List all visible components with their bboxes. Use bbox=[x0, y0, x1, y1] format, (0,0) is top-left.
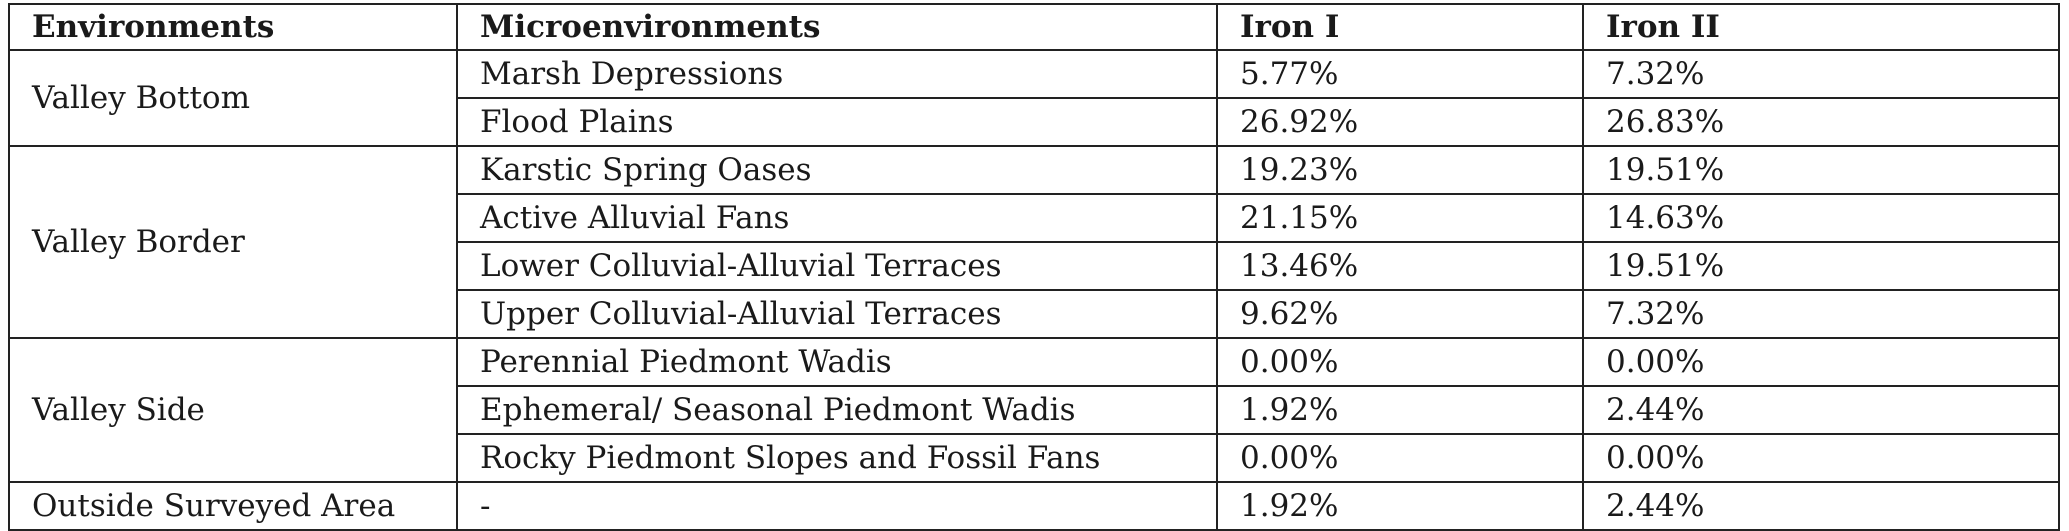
microenvironment-cell: - bbox=[456, 481, 1218, 531]
microenvironment-cell: Lower Colluvial-Alluvial Terraces bbox=[456, 241, 1218, 291]
table-row: Rocky Piedmont Slopes and Fossil Fans 0.… bbox=[9, 433, 2060, 483]
environment-cell: Valley Side bbox=[8, 337, 458, 483]
environment-cell: Outside Surveyed Area bbox=[8, 481, 458, 531]
microenvironment-cell: Flood Plains bbox=[456, 97, 1218, 147]
table-row: Valley Bottom Marsh Depressions 5.77% 7.… bbox=[8, 49, 2060, 147]
microenvironment-cell: Active Alluvial Fans bbox=[456, 193, 1218, 243]
iron-i-cell: 0.00% bbox=[1216, 337, 1584, 387]
iron-i-cell: 9.62% bbox=[1216, 289, 1584, 339]
table-row: Valley Border Karstic Spring Oases 19.23… bbox=[8, 145, 2060, 339]
iron-i-cell: 13.46% bbox=[1216, 241, 1584, 291]
table-row: Upper Colluvial-Alluvial Terraces 9.62% … bbox=[9, 289, 2060, 339]
iron-ii-cell: 26.83% bbox=[1582, 97, 2060, 147]
iron-i-cell: 19.23% bbox=[1216, 145, 1584, 195]
table-row: Active Alluvial Fans 21.15% 14.63% bbox=[9, 193, 2060, 243]
iron-i-cell: 5.77% bbox=[1216, 49, 1584, 99]
iron-i-cell: 21.15% bbox=[1216, 193, 1584, 243]
microenvironment-cell: Upper Colluvial-Alluvial Terraces bbox=[456, 289, 1218, 339]
iron-ii-cell: 19.51% bbox=[1582, 145, 2060, 195]
iron-i-cell: 1.92% bbox=[1216, 385, 1584, 435]
header-microenvironments: Microenvironments bbox=[456, 3, 1218, 51]
microenvironment-cell: Ephemeral/ Seasonal Piedmont Wadis bbox=[456, 385, 1218, 435]
microenvironment-cell: Rocky Piedmont Slopes and Fossil Fans bbox=[456, 433, 1218, 483]
iron-ii-cell: 14.63% bbox=[1582, 193, 2060, 243]
microenvironment-cell: Karstic Spring Oases bbox=[456, 145, 1218, 195]
iron-ii-cell: 7.32% bbox=[1582, 49, 2060, 99]
environments-table: Environments Microenvironments Iron I Ir… bbox=[8, 3, 2060, 531]
table-row: Ephemeral/ Seasonal Piedmont Wadis 1.92%… bbox=[9, 385, 2060, 435]
header-iron-i: Iron I bbox=[1216, 3, 1584, 51]
header-iron-ii: Iron II bbox=[1582, 3, 2060, 51]
iron-ii-cell: 0.00% bbox=[1582, 433, 2060, 483]
header-environments: Environments bbox=[8, 3, 458, 51]
table-row: Outside Surveyed Area - 1.92% 2.44% bbox=[8, 481, 2060, 531]
table-row: Flood Plains 26.92% 26.83% bbox=[9, 97, 2060, 147]
microenvironment-cell: Marsh Depressions bbox=[456, 49, 1218, 99]
table-header: Environments Microenvironments Iron I Ir… bbox=[8, 3, 2060, 51]
table-row: Lower Colluvial-Alluvial Terraces 13.46%… bbox=[9, 241, 2060, 291]
iron-i-cell: 1.92% bbox=[1216, 481, 1584, 531]
table-body: Valley Bottom Marsh Depressions 5.77% 7.… bbox=[8, 49, 2060, 531]
environment-cell: Valley Bottom bbox=[8, 49, 458, 147]
iron-ii-cell: 2.44% bbox=[1582, 481, 2060, 531]
table-row: Valley Side Perennial Piedmont Wadis 0.0… bbox=[8, 337, 2060, 483]
iron-ii-cell: 2.44% bbox=[1582, 385, 2060, 435]
iron-i-cell: 0.00% bbox=[1216, 433, 1584, 483]
iron-ii-cell: 0.00% bbox=[1582, 337, 2060, 387]
environment-cell: Valley Border bbox=[8, 145, 458, 339]
microenvironment-cell: Perennial Piedmont Wadis bbox=[456, 337, 1218, 387]
iron-ii-cell: 7.32% bbox=[1582, 289, 2060, 339]
header-row: Environments Microenvironments Iron I Ir… bbox=[8, 3, 2060, 51]
iron-i-cell: 26.92% bbox=[1216, 97, 1584, 147]
iron-ii-cell: 19.51% bbox=[1582, 241, 2060, 291]
